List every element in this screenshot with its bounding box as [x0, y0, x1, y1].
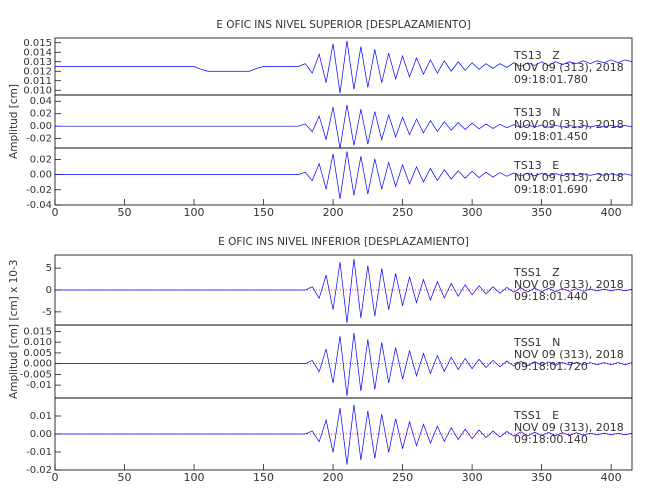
x-tick-label: 100: [184, 471, 205, 484]
x-tick-label: 0: [52, 471, 59, 484]
y-tick-label: -0.02: [26, 185, 52, 196]
station-annotation: NOV 09 (313), 2018: [514, 118, 624, 131]
station-annotation: 09:18:01.440: [514, 290, 588, 303]
station-annotation: 09:18:00.140: [514, 433, 588, 446]
y-tick-label: -0.01: [26, 447, 52, 458]
y-tick-label: 0.02: [30, 154, 52, 165]
y-tick-label: 0.015: [23, 38, 52, 49]
x-tick-label: 400: [601, 206, 622, 219]
waveform: [55, 258, 633, 323]
y-tick-label: 0.010: [23, 85, 52, 96]
x-tick-label: 50: [118, 206, 132, 219]
y-tick-label: 0.011: [23, 76, 52, 87]
y-axis-label: [cm] x 10-3: [8, 260, 20, 321]
x-tick-label: 400: [601, 471, 622, 484]
y-tick-label: 0.000: [23, 359, 52, 370]
y-tick-label: 0.01: [30, 411, 52, 422]
station-annotation: 09:18:01.780: [514, 73, 588, 86]
x-tick-label: 150: [253, 471, 274, 484]
station-annotation: 09:18:01.690: [514, 183, 588, 196]
y-tick-label: -0.005: [20, 369, 52, 380]
y-tick-label: -0.02: [26, 465, 52, 476]
plot-frame: [54, 147, 633, 206]
x-tick-label: 250: [392, 206, 413, 219]
station-annotation: TSS1 N: [513, 336, 560, 349]
y-tick-label: 0.04: [30, 96, 52, 107]
station-annotation: TSS1 Z: [513, 266, 560, 279]
y-tick-label: 0.02: [30, 109, 52, 120]
x-tick-label: 200: [323, 206, 344, 219]
station-annotation: TS13 N: [513, 106, 560, 119]
y-axis-label: Amplitud [cm]: [8, 84, 20, 159]
y-tick-label: 0.014: [23, 47, 52, 58]
y-tick-label: 0.013: [23, 57, 52, 68]
x-tick-label: 300: [462, 206, 483, 219]
y-tick-label: -0.01: [26, 380, 52, 391]
x-tick-label: 0: [52, 206, 59, 219]
waveform: [55, 104, 633, 149]
x-tick-label: 350: [531, 206, 552, 219]
y-tick-label: 0.00: [30, 121, 52, 132]
y-tick-label: 0.00: [30, 170, 52, 181]
station-annotation: TS13 E: [513, 159, 559, 172]
y-tick-label: 0.012: [23, 66, 52, 77]
station-annotation: NOV 09 (313), 2018: [514, 61, 624, 74]
y-tick-label: 0.005: [23, 348, 52, 359]
chart-title: E OFIC INS NIVEL SUPERIOR [DESPLAZAMIENT…: [216, 19, 470, 31]
x-tick-label: 150: [253, 206, 274, 219]
station-annotation: TS13 Z: [513, 49, 560, 62]
x-tick-label: 300: [462, 471, 483, 484]
station-annotation: 09:18:01.720: [514, 360, 588, 373]
waveform: [55, 151, 633, 199]
y-tick-label: 0: [46, 285, 52, 296]
y-tick-label: 0.015: [23, 326, 52, 337]
station-annotation: NOV 09 (313), 2018: [514, 171, 624, 184]
x-tick-label: 200: [323, 471, 344, 484]
y-tick-label: 0.010: [23, 337, 52, 348]
chart-title: E OFIC INS NIVEL INFERIOR [DESPLAZAMIENT…: [218, 236, 469, 248]
station-annotation: TSS1 E: [513, 409, 559, 422]
station-annotation: 09:18:01.450: [514, 130, 588, 143]
y-tick-label: 5: [46, 263, 52, 274]
station-annotation: NOV 09 (313), 2018: [514, 278, 624, 291]
waveform: [55, 404, 633, 465]
x-tick-label: 100: [184, 206, 205, 219]
waveform: [55, 40, 633, 94]
station-annotation: NOV 09 (313), 2018: [514, 348, 624, 361]
y-tick-label: -0.04: [26, 200, 52, 211]
x-tick-label: 250: [392, 471, 413, 484]
y-tick-label: -0.02: [26, 134, 52, 145]
y-tick-label: -5: [42, 307, 52, 318]
x-tick-label: 50: [118, 471, 132, 484]
station-annotation: NOV 09 (313), 2018: [514, 421, 624, 434]
x-tick-label: 350: [531, 471, 552, 484]
y-axis-label: Amplitud [cm]: [8, 324, 20, 399]
y-tick-label: 0.00: [30, 429, 52, 440]
waveform: [55, 332, 633, 396]
